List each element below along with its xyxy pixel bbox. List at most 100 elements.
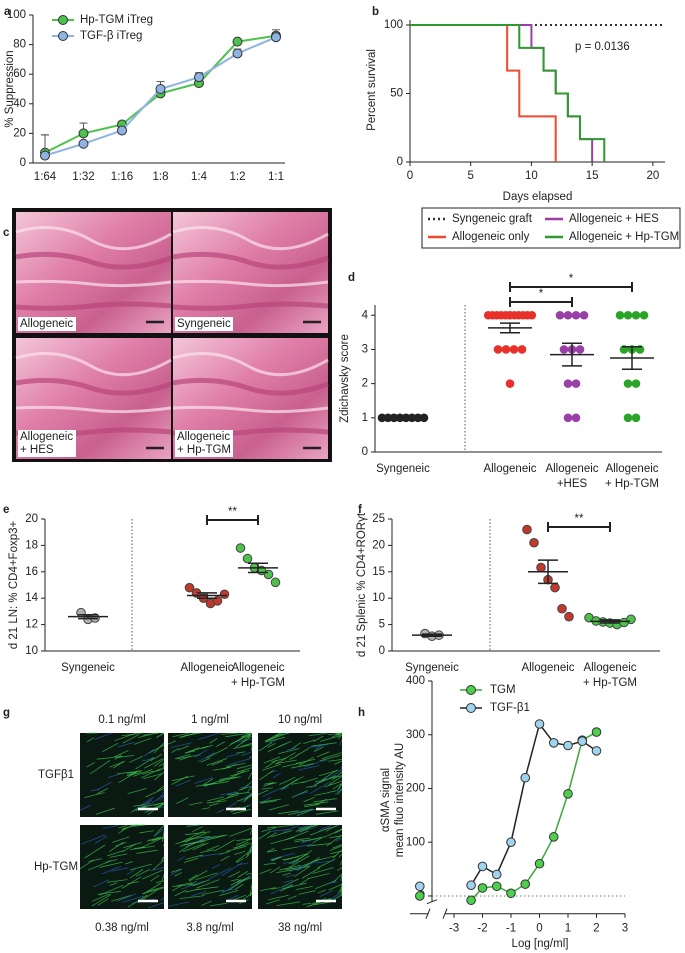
point — [591, 727, 602, 737]
legend-label: Syngeneic graft — [452, 213, 533, 225]
fiber — [260, 796, 272, 804]
fiber — [236, 876, 250, 883]
fiber — [102, 825, 119, 829]
point — [491, 881, 502, 892]
fiber — [201, 807, 210, 810]
y-tick-label: 20 — [13, 127, 26, 139]
point — [527, 310, 537, 320]
fiber — [298, 765, 320, 771]
fiber — [262, 787, 282, 797]
column-label: 0.38 ng/ml — [95, 922, 149, 934]
legend-marker — [58, 15, 68, 25]
fiber — [171, 748, 180, 753]
point — [263, 569, 274, 580]
fiber — [267, 849, 277, 853]
fiber — [181, 880, 205, 890]
point — [477, 883, 488, 893]
fiber — [150, 875, 160, 882]
fiber — [319, 890, 334, 897]
fiber — [111, 894, 132, 902]
fiber — [121, 895, 145, 903]
fiber — [220, 855, 230, 862]
y-tick-label: 5 — [379, 619, 385, 631]
fiber — [282, 846, 298, 850]
fiber — [170, 868, 182, 873]
fiber — [338, 853, 343, 858]
fiber — [328, 881, 338, 884]
y-tick-label: 80 — [13, 39, 26, 51]
point — [548, 832, 559, 842]
fiber — [316, 860, 334, 864]
fiber — [229, 827, 252, 837]
fiber — [94, 835, 108, 844]
fiber — [121, 876, 142, 889]
fiber — [295, 748, 309, 757]
fiber — [220, 791, 239, 796]
tissue-fold — [172, 279, 329, 288]
fiber — [200, 835, 226, 843]
histology-image — [16, 212, 171, 333]
fiber — [340, 874, 343, 881]
group-label: Allogeneic — [583, 662, 636, 674]
fiber — [318, 769, 340, 777]
fiber — [295, 758, 316, 764]
fiber — [209, 802, 220, 807]
fiber — [279, 864, 301, 871]
point — [577, 736, 588, 746]
fiber — [200, 849, 215, 853]
fiber — [215, 741, 226, 747]
tissue-fold — [15, 377, 172, 396]
fiber — [276, 759, 297, 764]
group-label: Syngeneic — [376, 463, 430, 475]
tissue-fold — [172, 352, 329, 377]
fiber — [282, 872, 291, 876]
group-label: Allogeneic — [605, 463, 658, 475]
fiber — [102, 865, 122, 875]
fiber — [301, 867, 321, 879]
fiber — [160, 896, 165, 902]
fiber — [211, 760, 224, 766]
group-label: Allogeneic — [180, 662, 233, 674]
fiber — [240, 792, 253, 802]
fiber — [236, 838, 252, 841]
x-tick-label: 1:64 — [34, 171, 57, 183]
y-tick-label: 100 — [7, 9, 26, 21]
fiber — [275, 752, 296, 765]
fiber — [249, 829, 253, 835]
fiber — [339, 860, 343, 866]
fiber — [314, 792, 329, 796]
y-tick-label: 10 — [25, 645, 38, 657]
fiber — [307, 744, 329, 749]
y-tick-label: 100 — [384, 19, 403, 31]
fiber — [174, 872, 182, 877]
fiber — [175, 838, 195, 845]
tissue-fold — [172, 377, 329, 396]
micrograph-image — [80, 825, 164, 909]
fiber — [143, 773, 163, 779]
fiber — [269, 866, 281, 874]
fiber — [321, 752, 343, 760]
fiber — [294, 837, 311, 841]
fiber — [199, 853, 222, 857]
x-tick-label: 1:32 — [72, 171, 94, 183]
fiber — [263, 756, 281, 764]
fiber — [229, 769, 250, 777]
fiber — [268, 894, 289, 901]
fiber — [157, 791, 165, 802]
image-label: Allogeneic — [20, 431, 73, 443]
fiber — [313, 735, 324, 742]
group-label: + Hp-TGM — [605, 478, 659, 490]
group-label: + Hp-TGM — [231, 677, 285, 689]
fiber — [185, 839, 203, 848]
fiber — [135, 757, 155, 770]
fiber — [236, 767, 253, 773]
fiber — [112, 836, 130, 843]
image-label: Syngeneic — [177, 318, 231, 330]
fiber — [192, 842, 209, 851]
point — [559, 345, 569, 354]
fiber — [245, 872, 253, 875]
fiber — [335, 837, 343, 842]
fiber — [185, 831, 211, 836]
fiber — [329, 835, 343, 839]
point — [536, 562, 546, 573]
